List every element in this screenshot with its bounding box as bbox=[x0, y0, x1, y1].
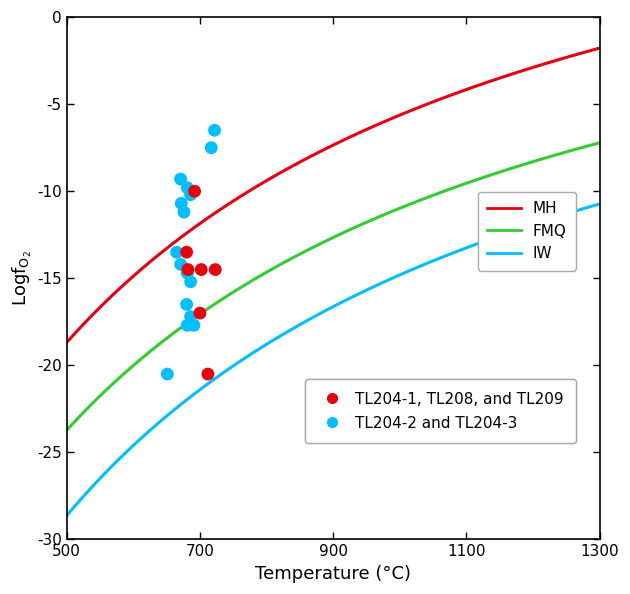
Point bbox=[203, 369, 213, 379]
Point bbox=[176, 198, 186, 208]
Y-axis label: Logf$_{\mathregular{O_2}}$: Logf$_{\mathregular{O_2}}$ bbox=[11, 251, 34, 306]
Point bbox=[176, 260, 186, 269]
Point bbox=[182, 321, 192, 330]
X-axis label: Temperature (°C): Temperature (°C) bbox=[255, 565, 411, 583]
Point bbox=[186, 312, 196, 321]
Point bbox=[163, 369, 173, 379]
Point bbox=[210, 265, 220, 274]
Point bbox=[181, 248, 192, 257]
Point bbox=[190, 187, 200, 196]
Point bbox=[196, 265, 206, 274]
Point bbox=[210, 125, 220, 135]
Point bbox=[176, 174, 186, 184]
Point bbox=[183, 265, 193, 274]
Point bbox=[186, 277, 196, 286]
Point bbox=[181, 299, 192, 309]
Point bbox=[182, 268, 192, 278]
Point bbox=[179, 207, 189, 217]
Point bbox=[186, 190, 196, 200]
Point bbox=[171, 248, 181, 257]
Point bbox=[182, 183, 192, 192]
Point bbox=[189, 321, 199, 330]
Point bbox=[195, 308, 205, 318]
Point bbox=[206, 143, 216, 153]
Legend: TL204-1, TL208, and TL209, TL204-2 and TL204-3: TL204-1, TL208, and TL209, TL204-2 and T… bbox=[305, 380, 576, 443]
